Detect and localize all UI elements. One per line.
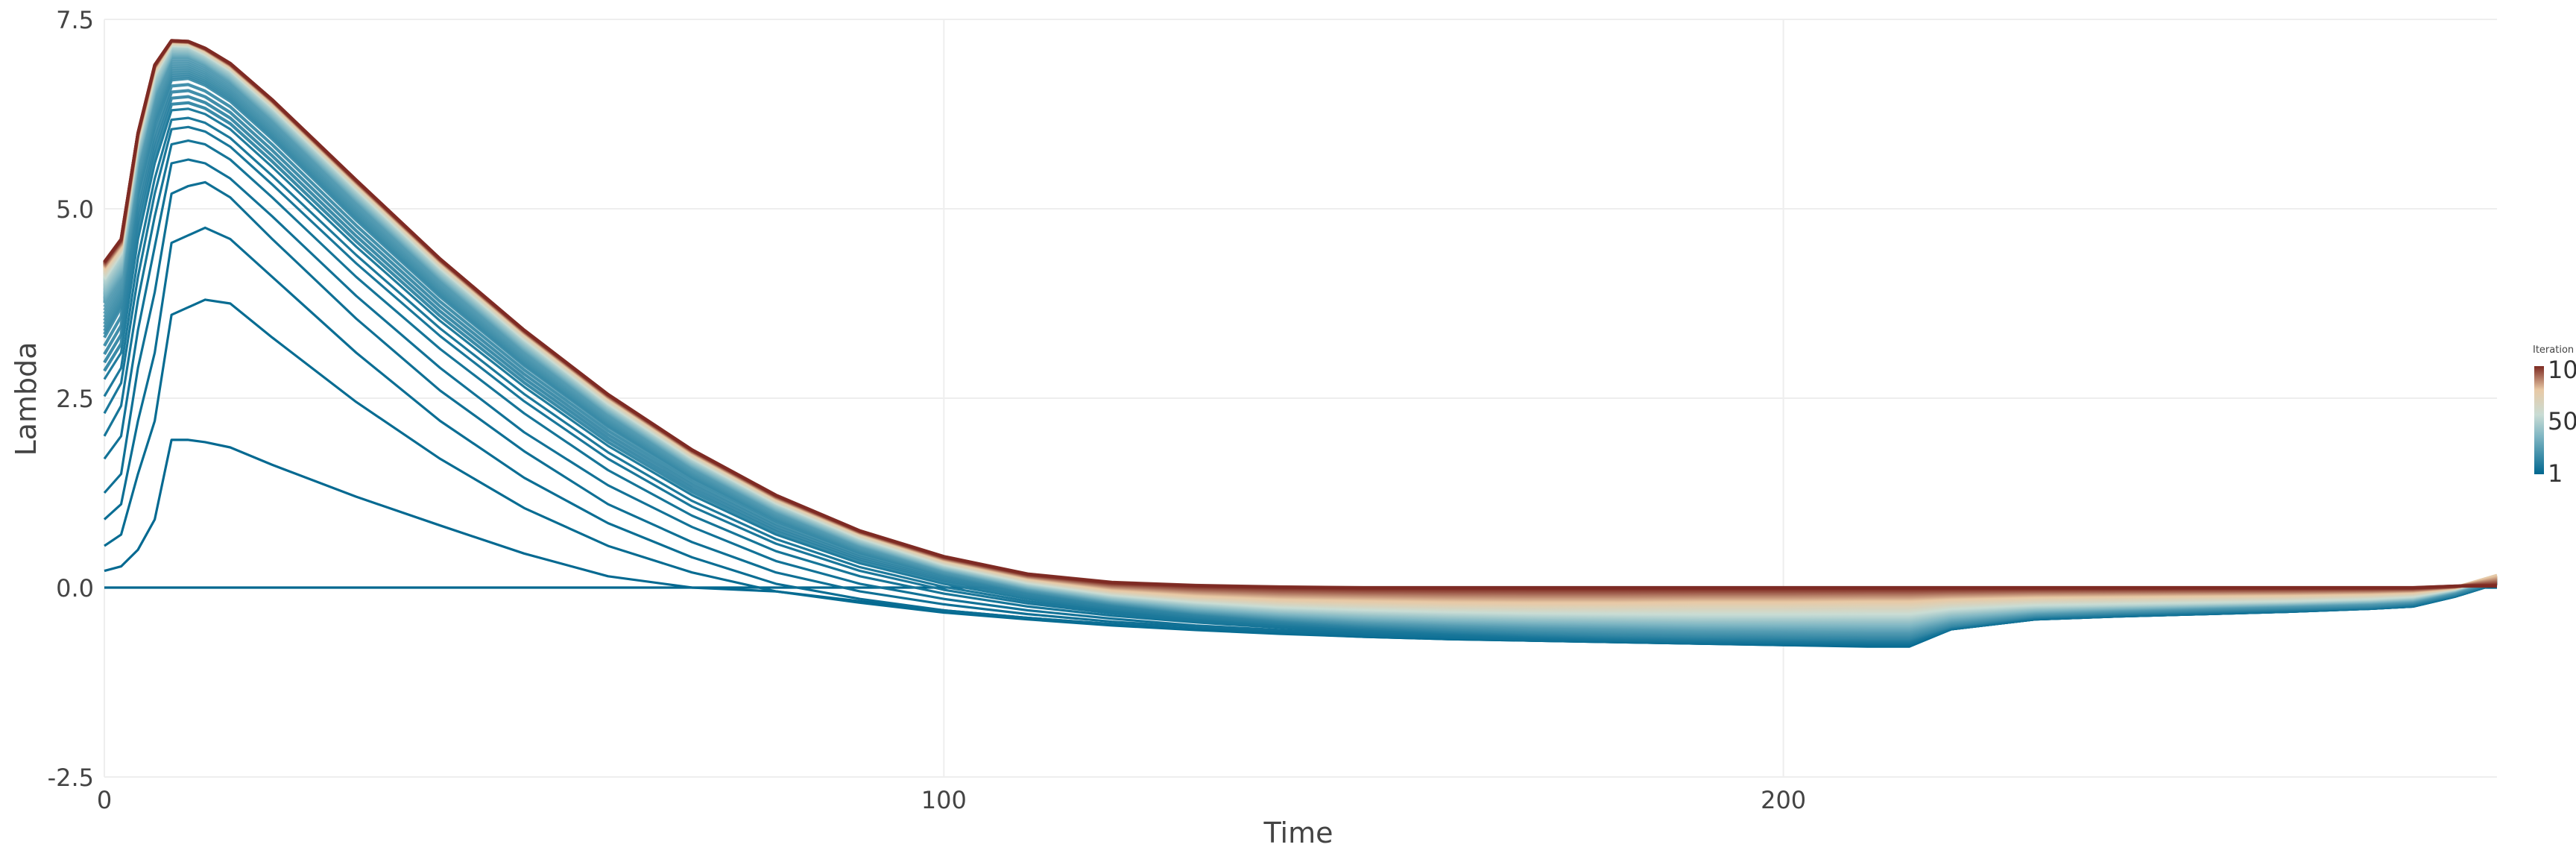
y-tick-label: 0.0	[56, 574, 94, 603]
colorbar-gradient	[2534, 366, 2544, 474]
series-line-iteration-16	[103, 75, 2498, 639]
series-line-iteration-14	[103, 83, 2498, 640]
series-line-iteration-15	[103, 77, 2498, 640]
x-tick-label: 100	[921, 786, 967, 814]
series-line-iteration-7	[103, 139, 2498, 644]
series-line-iteration-29	[103, 54, 2498, 630]
y-tick-label: 7.5	[56, 6, 94, 34]
series-line-iteration-89	[103, 40, 2498, 597]
series-line-iteration-88	[103, 40, 2498, 597]
series-line-iteration-26	[103, 55, 2498, 632]
series-line-iteration-31	[103, 53, 2498, 629]
series-line-iteration-100	[103, 39, 2497, 590]
colorbar-title: Iteration	[2533, 345, 2574, 356]
y-axis-title: Lambda	[10, 342, 42, 456]
series-line-iteration-10	[103, 107, 2498, 642]
series-lines	[103, 39, 2498, 648]
series-line-iteration-75	[103, 40, 2498, 605]
y-tick-label: 5.0	[56, 195, 94, 224]
series-line-iteration-21	[103, 64, 2498, 635]
series-line-iteration-27	[103, 54, 2498, 632]
x-tick-label: 0	[97, 786, 112, 814]
series-line-iteration-30	[103, 53, 2498, 630]
series-line-iteration-61	[103, 43, 2498, 612]
series-line-iteration-19	[103, 68, 2498, 637]
colorbar-tick-mid: 50	[2548, 407, 2576, 435]
series-line-iteration-76	[103, 40, 2498, 605]
series-line-iteration-28	[103, 54, 2498, 631]
x-tick-label: 200	[1761, 786, 1806, 814]
series-line-iteration-60	[103, 43, 2498, 613]
colorbar-tick-max: 100	[2548, 356, 2576, 384]
colorbar-tick-min: 1	[2548, 459, 2563, 488]
y-tick-label: -2.5	[48, 764, 94, 792]
x-axis-title: Time	[1263, 817, 1333, 849]
series-line-iteration-13	[103, 89, 2498, 641]
series-line-iteration-22	[103, 62, 2498, 635]
grid-lines	[104, 19, 2497, 778]
axes: -2.5 0.0 2.5 5.0 7.5 0 100 200	[48, 6, 1807, 814]
series-line-iteration-25	[103, 55, 2498, 632]
series-line-iteration-39	[103, 49, 2498, 625]
series-line-iteration-20	[103, 66, 2498, 636]
y-tick-label: 2.5	[56, 385, 94, 413]
series-line-iteration-9	[103, 116, 2498, 643]
series-line-iteration-38	[103, 49, 2498, 625]
series-line-iteration-6	[103, 158, 2498, 645]
series-line-iteration-5	[103, 180, 2498, 646]
colorbar-legend: Iteration 100 50 1	[2533, 345, 2576, 488]
series-line-iteration-11	[103, 101, 2498, 642]
